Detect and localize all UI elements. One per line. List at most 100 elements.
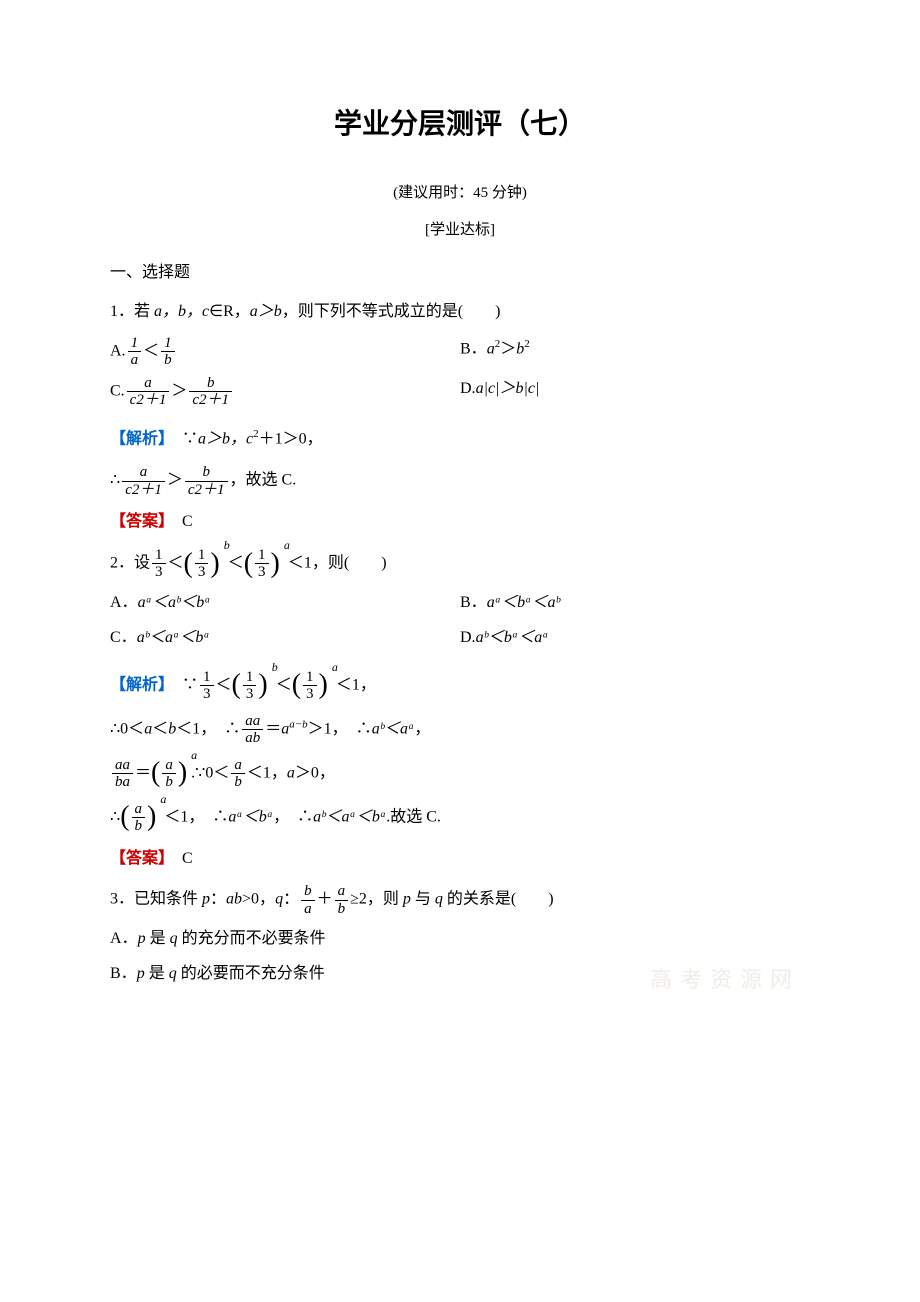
- q1-analysis-line2: ∴ac2＋1＞bc2＋1，故选 C.: [110, 464, 810, 498]
- q2-l2-sup: a−b: [289, 718, 307, 730]
- q2-l2-res: aᵇ＜aᵃ: [372, 720, 415, 737]
- q2-l3-eq: ＝: [135, 764, 151, 781]
- q3-p2: p: [403, 891, 411, 908]
- q2-l4-exp: a: [160, 789, 166, 811]
- q3-optA-suffix: 的充分而不必要条件: [178, 930, 326, 947]
- q2-pf2-num: 1: [255, 547, 269, 565]
- q2-an-lt3: ＜1，: [336, 676, 376, 693]
- q1-an-text2: ＋1＞0，: [259, 430, 323, 447]
- q2-option-b: B．aᵃ＜bᵃ＜aᵇ: [460, 589, 810, 618]
- q2-prefix: 2．设: [110, 555, 150, 572]
- q2-l4-prefix: ∴: [110, 808, 120, 825]
- q3-suffix: 的关系是( ): [443, 891, 554, 908]
- q3-optB-label: B．: [110, 965, 137, 982]
- q1-optA-rel: ＜: [143, 343, 159, 360]
- q2-analysis-line2: ∴0＜a＜b＜1， ∴aaab＝aa−b＞1， ∴aᵇ＜aᵃ，: [110, 713, 810, 747]
- q3-option-a: A．p 是 q 的充分而不必要条件: [110, 925, 810, 954]
- q2-pf2-den: 3: [255, 564, 269, 581]
- q2-option-d: D.aᵇ＜bᵃ＜aᵃ: [460, 624, 810, 653]
- q3-f2n: a: [335, 883, 349, 901]
- q2-an-pf2-den: 3: [303, 686, 317, 703]
- q2-optB-label: B．: [460, 594, 487, 611]
- q3-optA-p: p: [138, 930, 146, 947]
- q2-l2-fn: aa: [242, 713, 263, 731]
- q2-an-pf2-num: 1: [303, 669, 317, 687]
- q3-optB-q: q: [169, 965, 177, 982]
- answer-label: 【答案】: [110, 513, 166, 530]
- q1-optB-sup2: 2: [524, 338, 530, 350]
- section-header: 一、选择题: [110, 259, 810, 288]
- q1-optC-num2: b: [189, 375, 232, 393]
- analysis-label: 【解析】: [110, 430, 166, 447]
- question-1-stem: 1．若 a，b，c∈R，a＞b，则下列不等式成立的是( ): [110, 298, 810, 327]
- q2-l2-comma: ，: [414, 720, 430, 737]
- q3-gt0: >0，: [242, 891, 275, 908]
- q1-optA-num2: 1: [161, 335, 175, 353]
- q2-an-pf-den: 3: [243, 686, 257, 703]
- q3-optA-label: A．: [110, 930, 138, 947]
- q1-option-c: C.ac2＋1＞bc2＋1: [110, 375, 460, 409]
- q2-l3-exp: a: [191, 745, 197, 767]
- q1-an2-den2: c2＋1: [185, 482, 228, 499]
- q2-l4-suffix: .故选 C.: [386, 808, 441, 825]
- q3-optA-mid: 是: [146, 930, 170, 947]
- q1-an2-num1: a: [122, 464, 165, 482]
- q2-l3-end: ＞0，: [295, 764, 335, 781]
- q1-mid: ∈R，: [209, 303, 250, 320]
- q2-l3-f1n: aa: [112, 757, 133, 775]
- q1-an2-prefix: ∴: [110, 472, 120, 489]
- q2-l3-suffix: ＜1，: [247, 764, 287, 781]
- q1-optC-den1: c2＋1: [127, 392, 170, 409]
- q2-pf-num: 1: [195, 547, 209, 565]
- q2-f1-num: 1: [152, 547, 166, 565]
- q1-optA-prefix: A.: [110, 343, 126, 360]
- page-title: 学业分层测评（七）: [110, 100, 810, 150]
- q2-option-c: C．aᵇ＜aᵃ＜bᵃ: [110, 624, 460, 653]
- q2-l2-prefix: ∴0＜: [110, 720, 144, 737]
- q3-ge2: ≥2，则: [350, 891, 403, 908]
- q3-q: q: [275, 891, 283, 908]
- q2-optA-expr: aᵃ＜aᵇ＜bᵃ: [138, 594, 211, 611]
- q1-option-a: A.1a＜1b: [110, 335, 460, 369]
- q2-an-pf-num: 1: [243, 669, 257, 687]
- question-3-stem: 3．已知条件 p：ab>0，q：ba＋ab≥2，则 p 与 q 的关系是( ): [110, 883, 810, 917]
- q2-l2-lt: ＜: [152, 720, 168, 737]
- q1-answer: 【答案】 C: [110, 508, 810, 537]
- section-label: [学业达标]: [110, 217, 810, 244]
- q2-option-a: A．aᵃ＜aᵇ＜bᵃ: [110, 589, 460, 618]
- q2-exp-a: a: [284, 535, 290, 557]
- q2-l2-eq: ＝: [265, 720, 281, 737]
- q2-an-f1-num: 1: [200, 669, 214, 687]
- q3-cond1: ab: [226, 891, 242, 908]
- q2-l2-mid: ＜1， ∴: [176, 720, 240, 737]
- q2-analysis-line3: aaba＝(ab)a .∵0＜ab＜1，a＞0，: [110, 757, 810, 791]
- q3-p: p: [202, 891, 210, 908]
- q2-optC-label: C．: [110, 629, 137, 646]
- q3-optB-p: p: [137, 965, 145, 982]
- q3-mid: 与: [411, 891, 435, 908]
- q2-analysis-label: 【解析】: [110, 676, 166, 693]
- q2-optC-expr: aᵇ＜aᵃ＜bᵃ: [137, 629, 210, 646]
- q2-f1-den: 3: [152, 564, 166, 581]
- q2-an-exp-b: b: [272, 657, 278, 679]
- q3-plus: ＋: [317, 891, 333, 908]
- q2-l4-pfn: a: [132, 801, 146, 819]
- q1-suffix: ，则下列不等式成立的是( ): [282, 303, 501, 320]
- q2-l3-f2n: a: [231, 757, 245, 775]
- q3-optA-q: q: [170, 930, 178, 947]
- q1-optD-expr: a|c|＞b|c|: [476, 380, 540, 397]
- q2-an-lt2: ＜: [276, 676, 292, 693]
- q2-l3-a: a: [287, 764, 295, 781]
- q2-l4-mid: ， ∴: [273, 808, 313, 825]
- q1-an2-suffix: ，故选 C.: [230, 472, 297, 489]
- q2-optB-expr: aᵃ＜bᵃ＜aᵇ: [487, 594, 560, 611]
- q2-an-prefix: ∵: [166, 676, 198, 693]
- q2-answer: 【答案】 C: [110, 845, 810, 874]
- q2-l3-f2d: b: [231, 774, 245, 791]
- q2-lt3: ＜1，则( ): [288, 555, 387, 572]
- q3-optB-mid: 是: [145, 965, 169, 982]
- question-2-options: A．aᵃ＜aᵇ＜bᵃ B．aᵃ＜bᵃ＜aᵇ C．aᵇ＜aᵃ＜bᵃ D.aᵇ＜bᵃ…: [110, 589, 810, 659]
- q2-lt2: ＜: [228, 555, 244, 572]
- q2-l3-pfn: a: [162, 757, 176, 775]
- q2-l4-pfd: b: [132, 818, 146, 835]
